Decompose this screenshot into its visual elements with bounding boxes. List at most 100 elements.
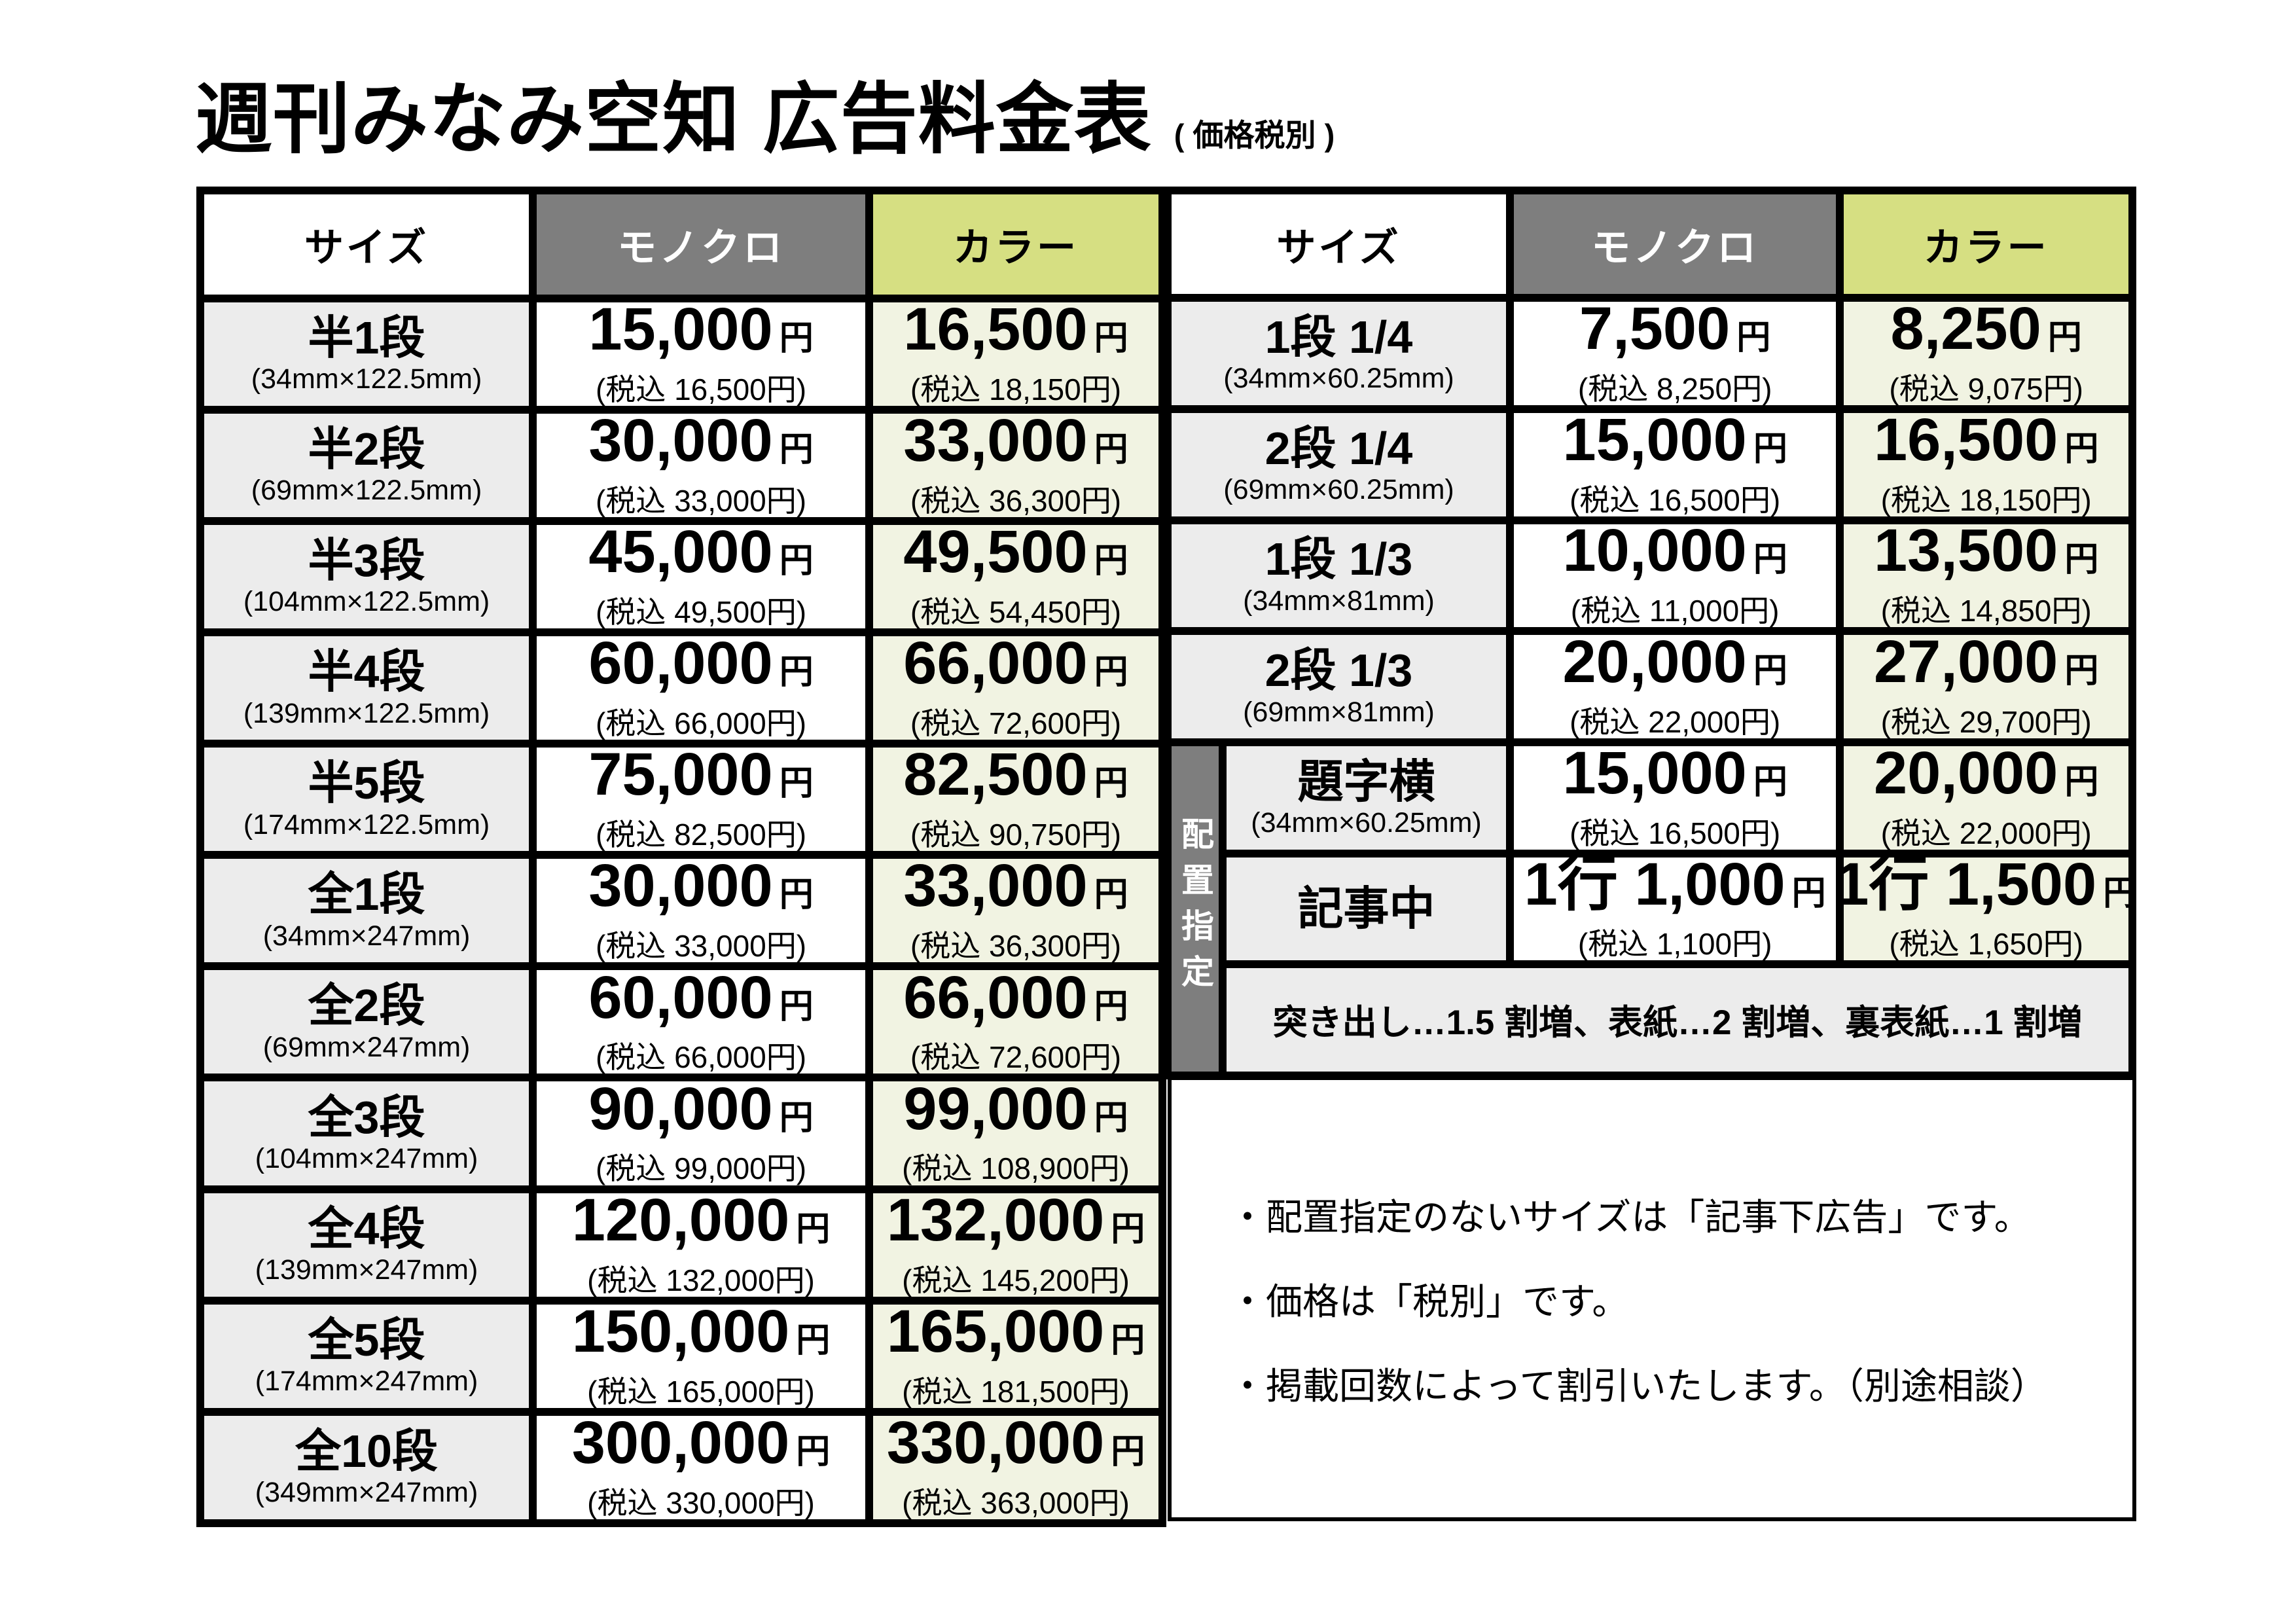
- mono-price-cell: 60,000 円 (税込 66,000円): [537, 964, 865, 1074]
- page-title: 週刊みなみ空知 広告料金表 ( 価格税別 ): [195, 56, 1335, 168]
- color-price-cell: 66,000 円 (税込 72,600円): [872, 632, 1158, 740]
- currency-unit: 円: [1094, 319, 1128, 357]
- price-amount: 60,000: [588, 964, 773, 1031]
- size-dimensions: (34mm×122.5mm): [251, 363, 482, 395]
- color-price-cell: 20,000 円 (税込 22,000円): [1844, 739, 2128, 850]
- tax-included-price: (税込 16,500円): [595, 372, 807, 406]
- note-line: ・価格は「税別」です。: [1229, 1280, 1629, 1322]
- rate-table-right: サイズ モノクロ カラー 1段 1/4 (34mm×60.25mm) 7,500…: [1164, 187, 2137, 1079]
- price-amount: 45,000: [588, 518, 773, 585]
- size-name: 半5段: [308, 757, 425, 809]
- tax-included-price: (税込 49,500円): [595, 594, 807, 629]
- rate-table-left: サイズ モノクロ カラー 半1段 (34mm×122.5mm) 15,000 円 …: [196, 187, 1166, 1527]
- currency-unit: 円: [1753, 429, 1787, 468]
- currency-unit: 円: [1094, 541, 1128, 580]
- mono-price-cell: 120,000 円 (税込 132,000円): [537, 1186, 865, 1297]
- price-amount: 165,000: [886, 1297, 1105, 1365]
- tax-included-price: (税込 11,000円): [1570, 594, 1780, 628]
- size-cell: 半1段 (34mm×122.5mm): [204, 302, 529, 406]
- size-cell: 全2段 (69mm×247mm): [204, 970, 529, 1074]
- currency-unit: 円: [1094, 430, 1128, 469]
- color-price-cell: 165,000 円 (税込 181,500円): [872, 1301, 1158, 1409]
- size-dimensions: (34mm×81mm): [1243, 585, 1435, 617]
- size-name: 半4段: [308, 646, 425, 698]
- mono-price-cell: 90,000 円 (税込 99,000円): [537, 1078, 865, 1185]
- currency-unit: 円: [2103, 874, 2138, 912]
- size-name: 全10段: [295, 1426, 438, 1477]
- color-price-cell: 99,000 円 (税込 108,900円): [872, 1075, 1158, 1186]
- size-dimensions: (174mm×122.5mm): [243, 808, 490, 840]
- note-line: ・配置指定のないサイズは「記事下広告」です。: [1229, 1196, 2031, 1238]
- price-amount: 120,000: [571, 1186, 790, 1254]
- mono-price-cell: 15,000 円 (税込 16,500円): [537, 298, 865, 406]
- price-amount: 20,000: [1873, 739, 2058, 806]
- tax-included-price: (税込 54,450円): [910, 594, 1122, 629]
- size-name: 半2段: [308, 423, 425, 475]
- tax-included-price: (税込 66,000円): [595, 706, 807, 740]
- size-cell: 全5段 (174mm×247mm): [204, 1304, 529, 1408]
- currency-unit: 円: [779, 653, 814, 692]
- color-price-cell: 16,500 円 (税込 18,150円): [872, 295, 1158, 406]
- mono-price-cell: 15,000 円 (税込 16,500円): [1513, 742, 1837, 850]
- price-amount: 82,500: [903, 741, 1088, 808]
- left-header-size: サイズ: [204, 194, 529, 295]
- size-dimensions: (69mm×81mm): [1243, 696, 1435, 728]
- color-price-cell: 16,500 円 (税込 18,150円): [1844, 409, 2128, 517]
- size-dimensions: (34mm×60.25mm): [1223, 363, 1454, 395]
- size-name: 題字横: [1297, 755, 1435, 807]
- tax-included-price: (税込 145,200円): [902, 1263, 1130, 1297]
- left-header-mono: モノクロ: [537, 194, 865, 295]
- tax-included-price: (税込 16,500円): [1570, 482, 1781, 517]
- size-cell: 全4段 (139mm×247mm): [204, 1193, 529, 1297]
- color-price-cell: 1行 1,500 円 (税込 1,650円): [1835, 854, 2137, 962]
- currency-unit: 円: [779, 541, 814, 580]
- mono-price-cell: 60,000 円 (税込 66,000円): [537, 632, 865, 740]
- mono-price-cell: 30,000 円 (税込 33,000円): [537, 856, 865, 963]
- price-amount: 15,000: [1562, 406, 1747, 473]
- tax-included-price: (税込 82,500円): [595, 818, 807, 852]
- price-amount: 16,500: [903, 295, 1088, 363]
- right-header-mono: モノクロ: [1513, 194, 1837, 295]
- placement-designation-label: 配置指定: [1172, 746, 1219, 1072]
- size-name: 2段 1/4: [1265, 422, 1413, 474]
- color-price-cell: 330,000 円 (税込 363,000円): [872, 1412, 1158, 1520]
- tax-included-price: (税込 72,600円): [910, 1040, 1122, 1075]
- color-price-cell: 49,500 円 (税込 54,450円): [872, 521, 1158, 629]
- tax-included-price: (税込 33,000円): [595, 483, 807, 518]
- price-amount: 33,000: [903, 406, 1088, 474]
- tax-included-price: (税込 22,000円): [1570, 704, 1781, 739]
- currency-unit: 円: [1111, 1321, 1145, 1360]
- surcharge-note: 突き出し…1.5 割増、表紙…2 割増、裏表紙…1 割増: [1227, 968, 2128, 1072]
- price-amount: 13,500: [1873, 517, 2058, 585]
- right-header-color: カラー: [1844, 194, 2128, 295]
- currency-unit: 円: [1094, 653, 1128, 692]
- placement-size-cell: 記事中: [1227, 857, 1506, 961]
- size-dimensions: (349mm×247mm): [255, 1477, 478, 1509]
- size-dimensions: (139mm×122.5mm): [243, 697, 490, 729]
- currency-unit: 円: [779, 876, 814, 914]
- currency-unit: 円: [2064, 652, 2099, 691]
- tax-included-price: (税込 18,150円): [910, 372, 1122, 406]
- note-line: ・掲載回数によって割引いたします。（別途相談）: [1229, 1365, 2047, 1407]
- tax-included-price: (税込 18,150円): [1880, 482, 2092, 517]
- size-cell: 半2段 (69mm×122.5mm): [204, 413, 529, 517]
- currency-unit: 円: [796, 1321, 831, 1360]
- mono-price-cell: 1行 1,000 円 (税込 1,100円): [1513, 854, 1837, 961]
- size-name: 全4段: [308, 1202, 425, 1254]
- size-name: 1段 1/4: [1265, 312, 1413, 363]
- size-cell: 全1段 (34mm×247mm): [204, 859, 529, 963]
- color-price-cell: 66,000 円 (税込 72,600円): [872, 967, 1158, 1075]
- price-amount: 300,000: [571, 1409, 790, 1477]
- price-amount: 1行 1,500: [1835, 850, 2097, 918]
- price-amount: 99,000: [903, 1075, 1088, 1142]
- mono-price-cell: 150,000 円 (税込 165,000円): [537, 1301, 865, 1409]
- mono-price-cell: 75,000 円 (税込 82,500円): [537, 744, 865, 852]
- currency-unit: 円: [1753, 763, 1787, 801]
- tax-included-price: (税込 108,900円): [902, 1151, 1130, 1186]
- size-name: 全1段: [308, 869, 425, 920]
- currency-unit: 円: [1094, 765, 1128, 803]
- color-price-cell: 13,500 円 (税込 14,850円): [1844, 520, 2128, 628]
- color-price-cell: 82,500 円 (税込 90,750円): [872, 744, 1158, 852]
- currency-unit: 円: [1111, 1433, 1145, 1471]
